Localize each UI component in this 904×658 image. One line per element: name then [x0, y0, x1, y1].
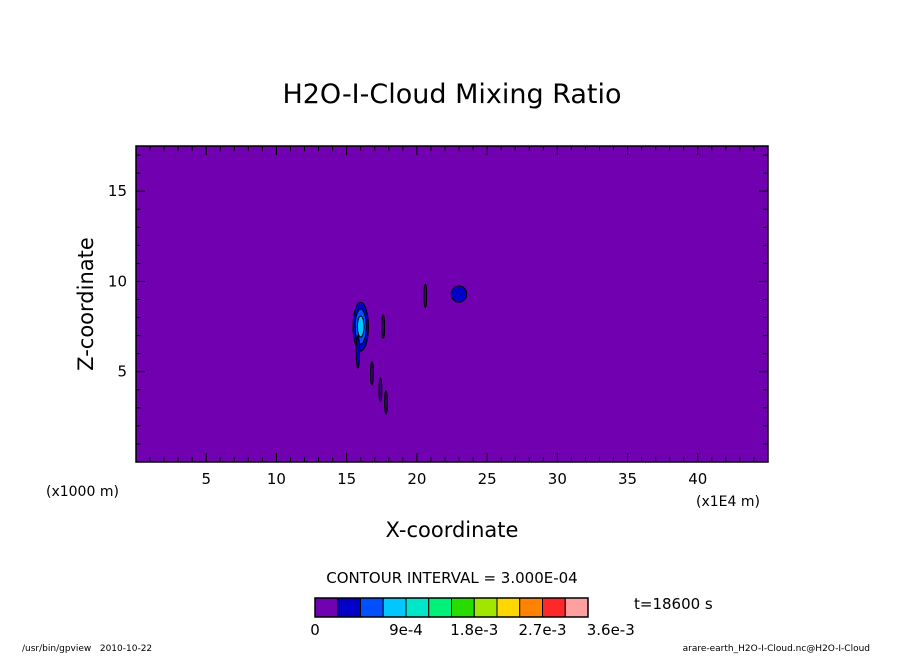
x-tick-label: 25 — [478, 470, 497, 488]
colorbar-swatch — [405, 597, 430, 618]
colorbar-tick-label: 3.6e-3 — [587, 621, 635, 639]
colorbar-swatch — [542, 597, 566, 618]
x-unit-label: (x1E4 m) — [696, 494, 760, 510]
y-tick-label: 5 — [117, 363, 127, 381]
cloud-tail-0 — [355, 335, 361, 369]
y-axis: 5 10 15 — [108, 154, 768, 463]
colorbar-tick-label: 9e-4 — [389, 621, 423, 639]
time-label: t=18600 s — [634, 595, 713, 613]
cloud-contour-1-0 — [450, 285, 468, 303]
x-tick-label: 10 — [267, 470, 286, 488]
footer-left: /usr/bin/gpview 2010-10-22 — [22, 644, 152, 654]
colorbar-tick-label: 2.7e-3 — [518, 621, 566, 639]
colorbar-swatch — [451, 597, 475, 618]
colorbar-swatch — [360, 597, 384, 618]
x-tick-label: 15 — [337, 470, 356, 488]
plot-frame — [135, 145, 769, 463]
x-axis-title: X-coordinate — [386, 518, 519, 542]
colorbar-swatch — [473, 597, 498, 618]
cloud-streak-2 — [423, 283, 428, 309]
x-tick-label: 30 — [548, 470, 567, 488]
x-tick-label: 5 — [201, 470, 211, 488]
colorbar-swatch — [519, 597, 543, 618]
colorbar-frame — [314, 597, 589, 618]
y-axis-title: Z-coordinate — [74, 237, 98, 371]
y-tick-label: 10 — [108, 272, 127, 290]
y-tick-label: 15 — [108, 182, 127, 200]
contour-interval-text: CONTOUR INTERVAL = 3.000E-04 — [326, 569, 577, 587]
x-axis: 5 10 15 20 25 30 35 40 — [135, 146, 769, 488]
colorbar-swatch — [564, 597, 589, 618]
y-unit-label: (x1000 m) — [46, 484, 119, 500]
plot-area — [135, 145, 769, 463]
colorbar-swatch — [428, 597, 452, 618]
chart-title: H2O-I-Cloud Mixing Ratio — [282, 79, 621, 110]
plot-background — [136, 146, 768, 462]
colorbar-tick-label: 0 — [310, 621, 320, 639]
cloud-streak-3 — [381, 314, 386, 339]
colorbar-swatch — [496, 597, 521, 618]
footer-right: arare-earth_H2O-I-Cloud.nc@H2O-I-Cloud — [683, 644, 870, 654]
cloud-streak-5 — [378, 377, 383, 403]
colorbar-swatch — [337, 597, 361, 618]
x-tick-label: 20 — [407, 470, 426, 488]
colorbar-tick-label: 1.8e-3 — [450, 621, 498, 639]
cloud-streak-4 — [370, 361, 374, 386]
cloud-streak-6 — [384, 390, 388, 415]
colorbar-swatch — [382, 597, 407, 618]
colorbar-swatch — [314, 597, 339, 618]
cloud-contour-0-2 — [356, 315, 365, 338]
x-tick-label: 35 — [618, 470, 637, 488]
x-tick-label: 40 — [688, 470, 707, 488]
colorbar: 0 9e-4 1.8e-3 2.7e-3 3.6e-3 — [310, 597, 635, 639]
